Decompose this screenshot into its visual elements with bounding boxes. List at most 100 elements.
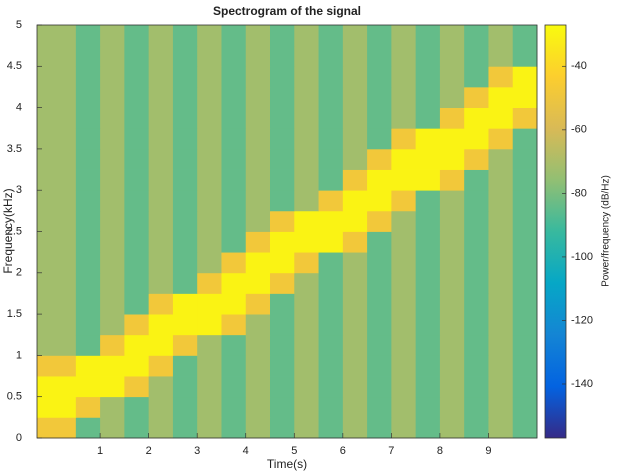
heatmap-cell (512, 169, 538, 191)
heatmap-cell (294, 314, 319, 336)
heatmap-cell (270, 66, 295, 88)
heatmap-cell (439, 148, 465, 170)
heatmap-cell (488, 45, 514, 67)
heatmap-cell (270, 314, 295, 336)
heatmap-cell (294, 231, 319, 253)
heatmap-cell (148, 66, 174, 88)
heatmap-cell (124, 25, 150, 47)
heatmap-cell (245, 128, 271, 150)
heatmap-cell (415, 272, 441, 294)
heatmap-cell (342, 314, 368, 336)
heatmap-cell (464, 210, 489, 232)
heatmap-cell (124, 231, 150, 253)
heatmap-cell (391, 148, 417, 170)
heatmap-cell (172, 417, 198, 439)
heatmap-cell (197, 334, 222, 356)
heatmap-cell (318, 66, 344, 88)
heatmap-cell (148, 190, 174, 212)
heatmap-cell (124, 272, 150, 294)
heatmap-cell (488, 355, 514, 377)
heatmap-cell (391, 231, 417, 253)
heatmap-cell (245, 334, 271, 356)
heatmap-cell (197, 107, 222, 129)
heatmap-cell (221, 334, 247, 356)
heatmap-cell (391, 252, 417, 274)
heatmap-cell (245, 314, 271, 336)
heatmap-cell (512, 293, 538, 315)
heatmap-cell (197, 45, 222, 67)
heatmap-cell (172, 45, 198, 67)
heatmap-cell (488, 231, 514, 253)
heatmap-cell (342, 252, 368, 274)
heatmap-cell (148, 210, 174, 232)
heatmap-cell (367, 293, 392, 315)
heatmap-cell (148, 231, 174, 253)
heatmap-cell (75, 148, 101, 170)
heatmap-cell (37, 169, 77, 191)
heatmap-cell (221, 86, 247, 108)
heatmap-cell (391, 66, 417, 88)
heatmap-cell (391, 314, 417, 336)
heatmap-cell (488, 376, 514, 398)
y-tick-label: 2.5 (7, 225, 22, 237)
x-tick-label: 1 (97, 445, 103, 457)
heatmap-cell (197, 396, 222, 418)
heatmap-cell (367, 376, 392, 398)
heatmap-cell (245, 169, 271, 191)
heatmap-cell (75, 169, 101, 191)
heatmap-cell (294, 210, 319, 232)
heatmap-cell (294, 334, 319, 356)
heatmap-cell (270, 417, 295, 439)
heatmap-cell (367, 107, 392, 129)
heatmap-cell (197, 314, 222, 336)
y-tick-label: 4 (16, 102, 22, 114)
heatmap-cell (75, 128, 101, 150)
heatmap-cell (342, 66, 368, 88)
colorbar-label: Power/frequency (dB/Hz) (601, 175, 612, 287)
heatmap-cell (464, 376, 489, 398)
heatmap-cell (464, 355, 489, 377)
heatmap-cell (439, 355, 465, 377)
heatmap-cell (391, 396, 417, 418)
heatmap-cell (100, 25, 125, 47)
heatmap-cell (488, 417, 514, 439)
y-tick-label: 1 (16, 349, 22, 361)
heatmap-cell (415, 25, 441, 47)
heatmap-cell (100, 169, 125, 191)
heatmap-cell (270, 25, 295, 47)
heatmap-cell (124, 210, 150, 232)
y-tick-label: 3.5 (7, 143, 22, 155)
heatmap-cell (270, 169, 295, 191)
heatmap-cell (197, 25, 222, 47)
heatmap-cell (464, 148, 489, 170)
heatmap-cell (221, 45, 247, 67)
heatmap-cell (148, 45, 174, 67)
heatmap-cell (318, 210, 344, 232)
heatmap-cell (100, 396, 125, 418)
heatmap-cell (221, 417, 247, 439)
heatmap-cell (100, 45, 125, 67)
heatmap-cell (124, 66, 150, 88)
heatmap-cell (37, 148, 77, 170)
x-tick-label: 8 (437, 445, 443, 457)
heatmap-cell (197, 148, 222, 170)
heatmap-cell (488, 169, 514, 191)
heatmap-cell (148, 128, 174, 150)
heatmap-cell (512, 25, 538, 47)
heatmap-cell (342, 293, 368, 315)
x-tick-label: 3 (194, 445, 200, 457)
heatmap-cell (100, 128, 125, 150)
heatmap-cell (512, 231, 538, 253)
x-tick-label: 2 (146, 445, 152, 457)
heatmap-cell (342, 334, 368, 356)
heatmap-cell (197, 417, 222, 439)
heatmap-cell (342, 210, 368, 232)
heatmap-cell (75, 86, 101, 108)
heatmap-cell (294, 355, 319, 377)
heatmap-cell (245, 231, 271, 253)
heatmap-cell (439, 396, 465, 418)
heatmap-cell (439, 66, 465, 88)
heatmap-cell (512, 396, 538, 418)
heatmap-cell (270, 86, 295, 108)
heatmap-cell (221, 128, 247, 150)
